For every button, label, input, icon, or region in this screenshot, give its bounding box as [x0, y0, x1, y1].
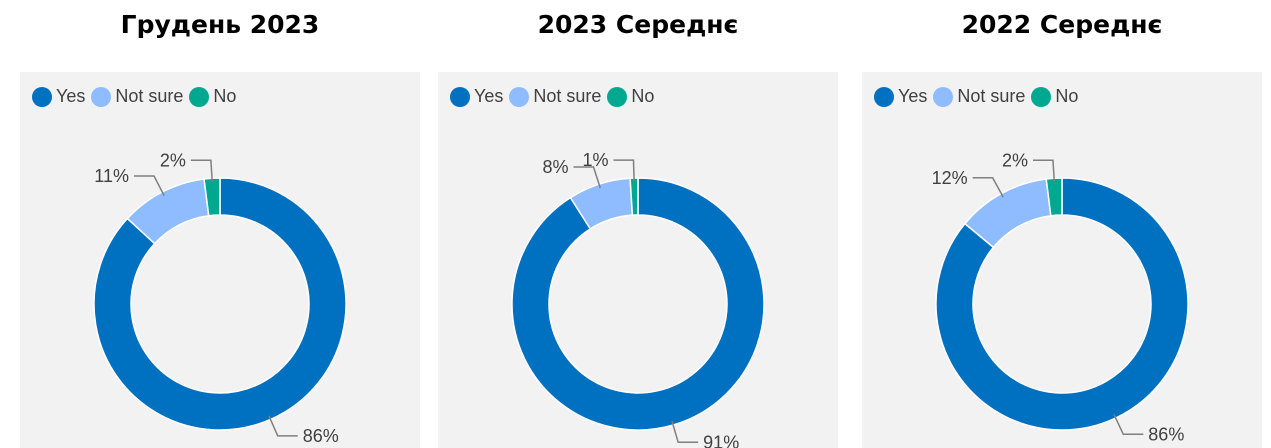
legend: Yes Not sure No	[874, 86, 1084, 107]
legend-marker-not-sure	[509, 86, 530, 107]
leader-line	[1113, 414, 1144, 436]
legend: Yes Not sure No	[32, 86, 242, 107]
legend-label-yes: Yes	[898, 86, 928, 106]
donut-chart: 91% 8% 1%	[511, 150, 765, 448]
legend-marker-not-sure	[91, 86, 112, 107]
legend-label-no: No	[1055, 86, 1079, 106]
slice-no	[1045, 177, 1063, 217]
legend-marker-yes	[874, 86, 894, 107]
legend-marker-yes	[32, 86, 52, 107]
legend-item-not-sure: Not sure	[933, 86, 1025, 107]
data-label-no: 1%	[582, 150, 608, 170]
legend-item-not-sure: Not sure	[91, 86, 183, 107]
legend-item-yes: Yes	[874, 86, 927, 107]
data-label-yes: 86%	[303, 426, 339, 446]
donut-chart: 86% 11% 2%	[93, 150, 347, 446]
data-label-yes: 91%	[703, 432, 739, 448]
data-label-no: 2%	[160, 150, 186, 170]
chart-title: 2023 Середнє	[537, 10, 739, 39]
chart-title: Грудень 2023	[120, 10, 320, 39]
slice-yes	[935, 177, 1189, 431]
legend-marker-no	[189, 86, 210, 107]
legend-marker-yes	[450, 86, 470, 107]
slice-yes	[511, 177, 765, 431]
legend-label-not-sure: Not sure	[957, 86, 1026, 106]
legend-label-yes: Yes	[56, 86, 86, 106]
legend-item-no: No	[1031, 86, 1078, 107]
slice-yes	[93, 177, 347, 431]
data-label-not-sure: 8%	[542, 157, 568, 177]
legend-label-yes: Yes	[474, 86, 504, 106]
data-label-yes: 86%	[1148, 424, 1184, 444]
leader-line	[671, 420, 699, 444]
legend-label-not-sure: Not sure	[115, 86, 184, 106]
legend-label-not-sure: Not sure	[533, 86, 602, 106]
data-label-no: 2%	[1002, 150, 1028, 170]
leader-line	[573, 166, 602, 189]
data-label-not-sure: 11%	[94, 166, 129, 186]
chart-december-2023: Грудень 2023 Yes Not sure No 86% 11% 2%	[20, 0, 420, 448]
donut-chart: 86% 12% 2%	[932, 150, 1189, 444]
slice-no	[629, 177, 639, 216]
chart-title: 2022 Середнє	[961, 10, 1163, 39]
leader-line	[134, 175, 165, 196]
legend-item-not-sure: Not sure	[509, 86, 601, 107]
legend-item-no: No	[189, 86, 236, 107]
chart-2022-average: 2022 Середнє Yes Not sure No 86% 12% 2%	[862, 0, 1262, 448]
legend-item-no: No	[607, 86, 654, 107]
legend-marker-no	[1031, 86, 1052, 107]
leader-line	[613, 159, 635, 183]
leader-line	[1032, 159, 1056, 183]
chart-panel: Yes Not sure No 86% 11% 2%	[20, 72, 420, 448]
leader-line	[972, 177, 1004, 198]
legend-label-no: No	[213, 86, 237, 106]
legend: Yes Not sure No	[450, 86, 660, 107]
chart-panel: Yes Not sure No 91% 8% 1%	[438, 72, 838, 448]
legend-label-no: No	[631, 86, 655, 106]
leader-line	[268, 415, 298, 437]
slice-no	[203, 177, 221, 217]
legend-marker-no	[607, 86, 628, 107]
chart-2023-average: 2023 Середнє Yes Not sure No 91% 8% 1%	[438, 0, 838, 448]
data-label-not-sure: 12%	[932, 168, 968, 188]
leader-line	[190, 159, 214, 183]
legend-item-yes: Yes	[450, 86, 503, 107]
chart-panel: Yes Not sure No 86% 12% 2%	[862, 72, 1262, 448]
legend-marker-not-sure	[933, 86, 954, 107]
legend-item-yes: Yes	[32, 86, 85, 107]
